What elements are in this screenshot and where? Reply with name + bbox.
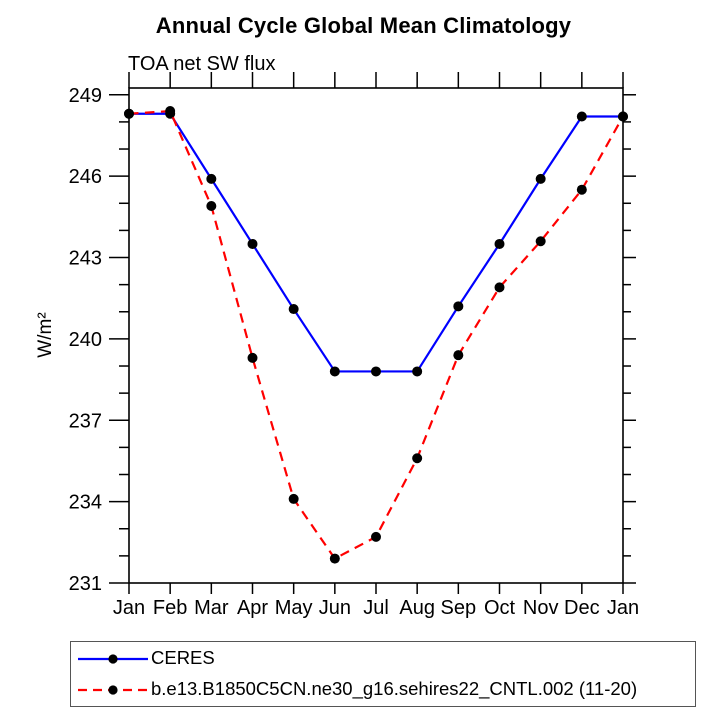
axis-ticks bbox=[109, 72, 636, 594]
ceres-line bbox=[129, 112, 623, 373]
model-marker bbox=[288, 493, 299, 504]
ceres-marker bbox=[453, 301, 464, 312]
model-marker bbox=[494, 282, 505, 293]
legend-item-model: b.e13.B1850C5CN.ne30_g16.sehires22_CNTL.… bbox=[71, 674, 695, 705]
x-tick-label: Dec bbox=[564, 597, 600, 619]
ceres-marker bbox=[535, 173, 546, 184]
legend-label-model: b.e13.B1850C5CN.ne30_g16.sehires22_CNTL.… bbox=[151, 678, 638, 700]
legend-box: CERES b.e13.B1850C5CN.ne30_g16.sehires22… bbox=[70, 641, 696, 707]
plot-area: Jan Feb Mar Apr May Jun Jul Aug Sep Oct Nov Dec Jan 2… bbox=[69, 72, 640, 619]
ceres-marker bbox=[247, 238, 258, 249]
ceres-marker bbox=[494, 238, 505, 249]
x-tick-label: Jan bbox=[113, 597, 145, 619]
model-line bbox=[128, 109, 624, 561]
model-marker bbox=[371, 531, 381, 542]
axis-tick-labels: Jan Feb Mar Apr May Jun Jul Aug Sep Oct Nov Dec Jan 2… bbox=[69, 85, 640, 619]
x-tick-label: Sep bbox=[441, 597, 477, 619]
x-tick-label: Apr bbox=[237, 597, 268, 619]
x-tick-label: Mar bbox=[194, 597, 229, 619]
y-tick-label: 246 bbox=[69, 166, 102, 188]
model-line-sample bbox=[78, 684, 148, 695]
x-tick-label: Jan bbox=[607, 597, 639, 619]
ceres-line-sample bbox=[78, 653, 148, 664]
y-tick-label: 231 bbox=[69, 573, 102, 595]
x-tick-label: Oct bbox=[484, 597, 516, 619]
x-tick-label: May bbox=[275, 597, 313, 619]
y-tick-label: 249 bbox=[69, 85, 102, 107]
x-tick-label: Jul bbox=[363, 597, 389, 619]
model-marker bbox=[247, 352, 258, 363]
x-tick-label: Jun bbox=[319, 597, 351, 619]
model-marker bbox=[165, 106, 176, 117]
model-series bbox=[124, 106, 628, 564]
y-tick-label: 240 bbox=[69, 329, 102, 351]
ceres-marker bbox=[371, 366, 381, 377]
model-marker bbox=[535, 236, 546, 247]
chart-subtitle: TOA net SW flux bbox=[128, 53, 276, 75]
chart-title: Annual Cycle Global Mean Climatology bbox=[155, 13, 572, 38]
model-marker bbox=[576, 184, 587, 195]
x-tick-label: Feb bbox=[153, 597, 187, 619]
model-marker bbox=[124, 108, 134, 119]
y-tick-label: 237 bbox=[69, 410, 102, 432]
model-marker bbox=[412, 453, 423, 464]
ceres-marker bbox=[576, 111, 587, 122]
plot-frame bbox=[128, 87, 624, 584]
ceres-marker bbox=[206, 173, 217, 184]
model-marker bbox=[329, 553, 340, 564]
model-marker bbox=[206, 200, 217, 211]
ceres-marker bbox=[288, 304, 299, 315]
y-tick-label: 234 bbox=[69, 492, 102, 514]
legend-item-ceres: CERES bbox=[71, 643, 695, 674]
y-tick-label: 243 bbox=[69, 248, 102, 270]
legend-label-ceres: CERES bbox=[151, 647, 215, 669]
ceres-marker bbox=[329, 366, 340, 377]
x-tick-label: Nov bbox=[523, 597, 559, 619]
ceres-marker bbox=[412, 366, 423, 377]
model-marker bbox=[618, 111, 628, 122]
ceres-series bbox=[124, 108, 628, 377]
model-marker bbox=[453, 350, 464, 361]
x-tick-label: Aug bbox=[399, 597, 435, 619]
